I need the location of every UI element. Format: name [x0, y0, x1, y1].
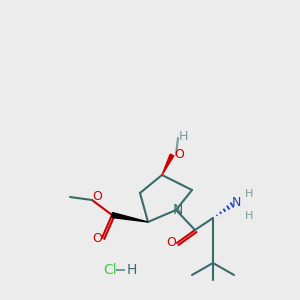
Text: N: N: [231, 196, 241, 208]
Text: H: H: [178, 130, 188, 142]
Polygon shape: [162, 154, 174, 175]
Text: O: O: [166, 236, 176, 250]
Text: H: H: [127, 263, 137, 277]
Polygon shape: [112, 212, 148, 222]
Text: H: H: [245, 189, 253, 199]
Text: N: N: [173, 203, 183, 217]
Text: O: O: [92, 232, 102, 244]
Text: Cl: Cl: [103, 263, 117, 277]
Text: O: O: [174, 148, 184, 161]
Text: O: O: [92, 190, 102, 203]
Text: H: H: [245, 211, 253, 221]
